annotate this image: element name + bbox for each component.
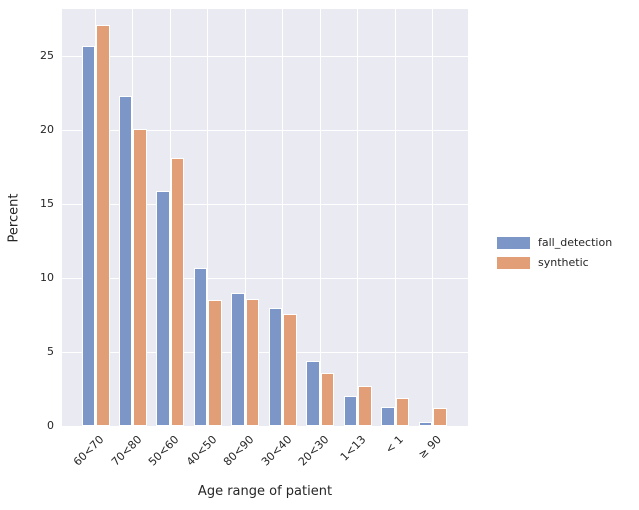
x-tick-label-8: < 1: [383, 433, 407, 457]
bar-synthetic-6: [320, 372, 335, 426]
x-tick-label-3: 40<50: [183, 433, 220, 469]
gridline-x-4: [244, 9, 246, 426]
gridline-y-15: [62, 203, 468, 205]
x-tick-label-2: 50<60: [146, 433, 182, 469]
bar-synthetic-2: [170, 158, 185, 426]
bar-synthetic-1: [133, 128, 147, 426]
gridline-x-8: [394, 9, 396, 426]
bar-fall-detection-0: [81, 45, 95, 426]
x-tick-label-9: ≥ 90: [415, 433, 444, 462]
x-tick-label-4: 80<90: [220, 433, 257, 469]
y-tick-label-10: 10: [40, 271, 54, 285]
x-tick-label-5: 30<40: [258, 433, 294, 469]
bar-synthetic-7: [358, 386, 372, 426]
bar-synthetic-0: [96, 25, 110, 426]
y-tick-label-0: 0: [47, 419, 54, 432]
gridline-y-20: [62, 129, 468, 131]
bar-synthetic-3: [208, 300, 222, 426]
legend-label-synthetic: synthetic: [538, 256, 589, 269]
legend-swatch-synthetic: [497, 256, 530, 269]
bar-fall-detection-4: [231, 292, 245, 426]
legend: fall_detection synthetic: [497, 236, 612, 276]
legend-entry-fall-detection: fall_detection: [497, 236, 612, 249]
bar-fall-detection-6: [306, 360, 320, 426]
bar-fall-detection-2: [156, 190, 170, 426]
bar-synthetic-8: [395, 397, 410, 426]
gridline-x-1: [132, 9, 134, 426]
gridline-x-3: [207, 9, 209, 426]
gridline-y-0: [62, 425, 468, 427]
x-tick-label-6: 20<30: [295, 433, 332, 469]
bar-fall-detection-9: [418, 421, 433, 426]
bar-synthetic-9: [433, 408, 447, 426]
x-axis-label: Age range of patient: [197, 484, 333, 499]
bar-fall-detection-1: [118, 96, 133, 426]
legend-label-fall-detection: fall_detection: [538, 236, 613, 249]
gridline-x-7: [357, 9, 359, 426]
gridline-x-0: [95, 9, 96, 426]
legend-swatch-fall-detection: [497, 236, 530, 249]
y-tick-label-25: 25: [40, 49, 54, 63]
x-tick-label-7: 1<13: [338, 433, 369, 464]
gridline-y-10: [62, 277, 468, 279]
x-tick-label-0: 60<70: [71, 433, 107, 469]
plot-area: [62, 9, 468, 427]
y-tick-label-20: 20: [40, 123, 54, 137]
gridline-y-25: [62, 55, 468, 57]
x-tick-label-1: 70<80: [108, 433, 145, 469]
gridline-x-6: [319, 9, 321, 426]
bar-fall-detection-5: [268, 307, 283, 426]
legend-entry-synthetic: synthetic: [497, 256, 612, 269]
y-tick-label-15: 15: [40, 197, 54, 211]
bar-synthetic-5: [283, 313, 297, 426]
y-tick-label-5: 5: [47, 345, 54, 359]
bar-fall-detection-3: [193, 267, 208, 426]
gridline-x-5: [282, 9, 284, 426]
gridline-y-5: [62, 351, 468, 353]
gridline-x-2: [169, 9, 171, 426]
gridline-x-9: [432, 9, 434, 426]
bar-fall-detection-7: [343, 396, 358, 426]
bar-synthetic-4: [245, 298, 260, 426]
bar-fall-detection-8: [381, 406, 395, 426]
